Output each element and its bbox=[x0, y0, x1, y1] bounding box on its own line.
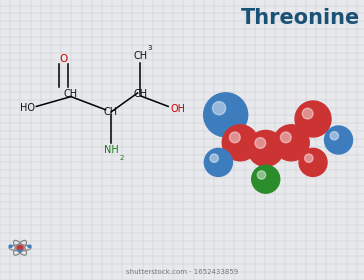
Ellipse shape bbox=[205, 148, 232, 176]
Ellipse shape bbox=[210, 154, 218, 162]
Ellipse shape bbox=[302, 108, 313, 119]
Ellipse shape bbox=[280, 132, 291, 143]
Text: 2: 2 bbox=[119, 155, 123, 161]
Ellipse shape bbox=[252, 165, 280, 193]
Ellipse shape bbox=[295, 101, 331, 137]
Text: Threonine: Threonine bbox=[241, 8, 360, 28]
Ellipse shape bbox=[213, 102, 226, 115]
Text: 3: 3 bbox=[147, 45, 152, 51]
Ellipse shape bbox=[204, 93, 248, 137]
Text: CH: CH bbox=[133, 51, 147, 61]
Ellipse shape bbox=[248, 130, 284, 166]
Ellipse shape bbox=[273, 125, 309, 161]
Text: CH: CH bbox=[133, 89, 147, 99]
Ellipse shape bbox=[222, 125, 258, 161]
Ellipse shape bbox=[257, 171, 266, 179]
Text: OH: OH bbox=[171, 104, 186, 114]
Text: CH: CH bbox=[104, 107, 118, 117]
Ellipse shape bbox=[9, 245, 12, 248]
Ellipse shape bbox=[28, 245, 31, 248]
Ellipse shape bbox=[19, 250, 21, 252]
Ellipse shape bbox=[255, 137, 266, 148]
Ellipse shape bbox=[299, 148, 327, 176]
Text: CH: CH bbox=[64, 89, 78, 99]
Ellipse shape bbox=[17, 246, 23, 250]
Ellipse shape bbox=[229, 132, 240, 143]
Text: shutterstock.com · 1652433859: shutterstock.com · 1652433859 bbox=[126, 269, 238, 275]
Ellipse shape bbox=[325, 126, 352, 154]
Ellipse shape bbox=[330, 132, 339, 140]
Text: O: O bbox=[60, 54, 68, 64]
Text: NH: NH bbox=[104, 145, 118, 155]
Text: HO: HO bbox=[20, 103, 35, 113]
Ellipse shape bbox=[305, 154, 313, 162]
